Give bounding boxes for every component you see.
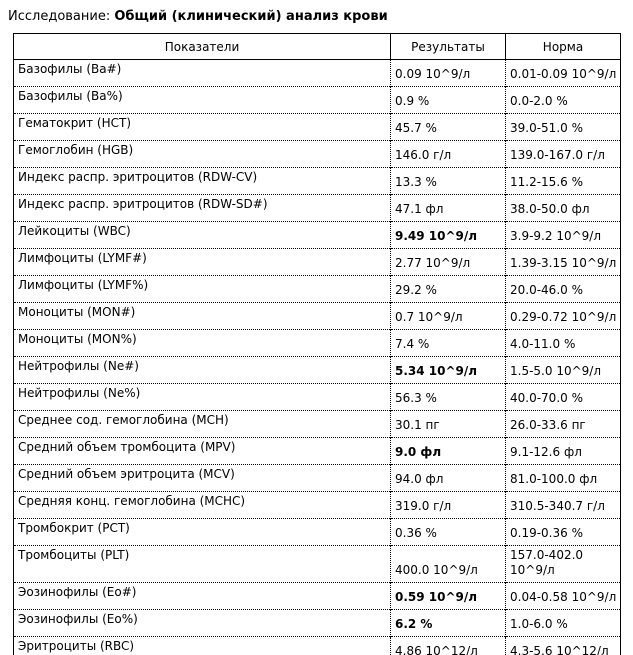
result-cell: 9.49 10^9/л <box>390 221 506 249</box>
result-cell: 146.0 г/л <box>390 140 506 168</box>
table-row: Моноциты (MON%) 7.4 % 4.0-11.0 % <box>13 329 621 357</box>
table-row: Индекс распр. эритроцитов (RDW-CV) 13.3 … <box>13 167 621 195</box>
norm-cell: 0.0-2.0 % <box>505 86 621 114</box>
norm-cell: 3.9-9.2 10^9/л <box>505 221 621 249</box>
table-row: Гемоглобин (HGB) 146.0 г/л 139.0-167.0 г… <box>13 140 621 168</box>
table-row: Базофилы (Ba#) 0.09 10^9/л 0.01-0.09 10^… <box>13 59 621 87</box>
norm-cell: 1.0-6.0 % <box>505 609 621 637</box>
table-row: Лейкоциты (WBC) 9.49 10^9/л 3.9-9.2 10^9… <box>13 221 621 249</box>
result-cell: 2.77 10^9/л <box>390 248 506 276</box>
table-row: Эозинофилы (Eo%) 6.2 % 1.0-6.0 % <box>13 609 621 637</box>
table-row: Гематокрит (HCT) 45.7 % 39.0-51.0 % <box>13 113 621 141</box>
result-cell: 94.0 фл <box>390 464 506 492</box>
result-cell: 0.7 10^9/л <box>390 302 506 330</box>
table-row: Тромбокрит (PCT) 0.36 % 0.19-0.36 % <box>13 518 621 546</box>
result-cell: 30.1 пг <box>390 410 506 438</box>
result-cell: 319.0 г/л <box>390 491 506 519</box>
norm-cell: 81.0-100.0 фл <box>505 464 621 492</box>
result-cell: 9.0 фл <box>390 437 506 465</box>
indicator-cell: Моноциты (MON#) <box>13 302 391 330</box>
results-table-head: Показатели Результаты Норма <box>13 33 621 60</box>
indicator-cell: Базофилы (Ba%) <box>13 86 391 114</box>
norm-cell: 9.1-12.6 фл <box>505 437 621 465</box>
indicator-cell: Нейтрофилы (Ne%) <box>13 383 391 411</box>
result-cell: 5.34 10^9/л <box>390 356 506 384</box>
study-label: Исследование: <box>8 9 111 24</box>
indicator-cell: Гемоглобин (HGB) <box>13 140 391 168</box>
header-indicators: Показатели <box>13 33 391 60</box>
norm-cell: 40.0-70.0 % <box>505 383 621 411</box>
result-cell: 6.2 % <box>390 609 506 637</box>
table-row: Тромбоциты (PLT) 400.0 10^9/л 157.0-402.… <box>13 545 621 583</box>
indicator-cell: Тромбоциты (PLT) <box>13 545 391 583</box>
norm-cell: 0.29-0.72 10^9/л <box>505 302 621 330</box>
indicator-cell: Лимфоциты (LYMF%) <box>13 275 391 303</box>
result-cell: 4.86 10^12/л <box>390 636 506 655</box>
indicator-cell: Эозинофилы (Eo#) <box>13 582 391 610</box>
header-norm: Норма <box>505 33 621 60</box>
norm-cell: 1.5-5.0 10^9/л <box>505 356 621 384</box>
result-cell: 7.4 % <box>390 329 506 357</box>
table-row: Лимфоциты (LYMF#) 2.77 10^9/л 1.39-3.15 … <box>13 248 621 276</box>
table-row: Индекс распр. эритроцитов (RDW-SD#) 47.1… <box>13 194 621 222</box>
result-cell: 29.2 % <box>390 275 506 303</box>
result-cell: 0.59 10^9/л <box>390 582 506 610</box>
indicator-cell: Эритроциты (RBC) <box>13 636 391 655</box>
table-row: Лимфоциты (LYMF%) 29.2 % 20.0-46.0 % <box>13 275 621 303</box>
result-cell: 0.9 % <box>390 86 506 114</box>
header-results: Результаты <box>390 33 506 60</box>
table-row: Нейтрофилы (Ne#) 5.34 10^9/л 1.5-5.0 10^… <box>13 356 621 384</box>
table-row: Средний объем эритроцита (MCV) 94.0 фл 8… <box>13 464 621 492</box>
results-table: Показатели Результаты Норма Базофилы (Ba… <box>13 33 621 655</box>
indicator-cell: Средний объем тромбоцита (MPV) <box>13 437 391 465</box>
norm-cell: 38.0-50.0 фл <box>505 194 621 222</box>
table-row: Среднее сод. гемоглобина (MCH) 30.1 пг 2… <box>13 410 621 438</box>
indicator-cell: Моноциты (MON%) <box>13 329 391 357</box>
result-cell: 400.0 10^9/л <box>390 545 506 583</box>
norm-cell: 4.0-11.0 % <box>505 329 621 357</box>
indicator-cell: Средняя конц. гемоглобина (MCHC) <box>13 491 391 519</box>
result-cell: 13.3 % <box>390 167 506 195</box>
norm-cell: 1.39-3.15 10^9/л <box>505 248 621 276</box>
table-row: Базофилы (Ba%) 0.9 % 0.0-2.0 % <box>13 86 621 114</box>
indicator-cell: Индекс распр. эритроцитов (RDW-SD#) <box>13 194 391 222</box>
result-cell: 0.36 % <box>390 518 506 546</box>
results-table-body: Базофилы (Ba#) 0.09 10^9/л 0.01-0.09 10^… <box>13 59 621 655</box>
study-line: Исследование: Общий (клинический) анализ… <box>8 9 633 24</box>
indicator-cell: Нейтрофилы (Ne#) <box>13 356 391 384</box>
result-cell: 56.3 % <box>390 383 506 411</box>
norm-cell: 11.2-15.6 % <box>505 167 621 195</box>
table-header-row: Показатели Результаты Норма <box>13 33 621 60</box>
indicator-cell: Индекс распр. эритроцитов (RDW-CV) <box>13 167 391 195</box>
table-row: Эозинофилы (Eo#) 0.59 10^9/л 0.04-0.58 1… <box>13 582 621 610</box>
table-row: Эритроциты (RBC) 4.86 10^12/л 4.3-5.6 10… <box>13 636 621 655</box>
norm-cell: 0.04-0.58 10^9/л <box>505 582 621 610</box>
indicator-cell: Эозинофилы (Eo%) <box>13 609 391 637</box>
indicator-cell: Лимфоциты (LYMF#) <box>13 248 391 276</box>
norm-cell: 4.3-5.6 10^12/л <box>505 636 621 655</box>
indicator-cell: Гематокрит (HCT) <box>13 113 391 141</box>
norm-cell: 26.0-33.6 пг <box>505 410 621 438</box>
norm-cell: 310.5-340.7 г/л <box>505 491 621 519</box>
norm-cell: 0.01-0.09 10^9/л <box>505 59 621 87</box>
norm-cell: 20.0-46.0 % <box>505 275 621 303</box>
norm-cell: 157.0-402.0 10^9/л <box>505 545 621 583</box>
table-row: Средний объем тромбоцита (MPV) 9.0 фл 9.… <box>13 437 621 465</box>
result-cell: 45.7 % <box>390 113 506 141</box>
study-name: Общий (клинический) анализ крови <box>114 9 388 24</box>
indicator-cell: Среднее сод. гемоглобина (MCH) <box>13 410 391 438</box>
indicator-cell: Средний объем эритроцита (MCV) <box>13 464 391 492</box>
result-cell: 0.09 10^9/л <box>390 59 506 87</box>
norm-cell: 0.19-0.36 % <box>505 518 621 546</box>
indicator-cell: Лейкоциты (WBC) <box>13 221 391 249</box>
norm-cell: 39.0-51.0 % <box>505 113 621 141</box>
table-row: Нейтрофилы (Ne%) 56.3 % 40.0-70.0 % <box>13 383 621 411</box>
indicator-cell: Базофилы (Ba#) <box>13 59 391 87</box>
indicator-cell: Тромбокрит (PCT) <box>13 518 391 546</box>
table-row: Средняя конц. гемоглобина (MCHC) 319.0 г… <box>13 491 621 519</box>
norm-cell: 139.0-167.0 г/л <box>505 140 621 168</box>
table-row: Моноциты (MON#) 0.7 10^9/л 0.29-0.72 10^… <box>13 302 621 330</box>
result-cell: 47.1 фл <box>390 194 506 222</box>
